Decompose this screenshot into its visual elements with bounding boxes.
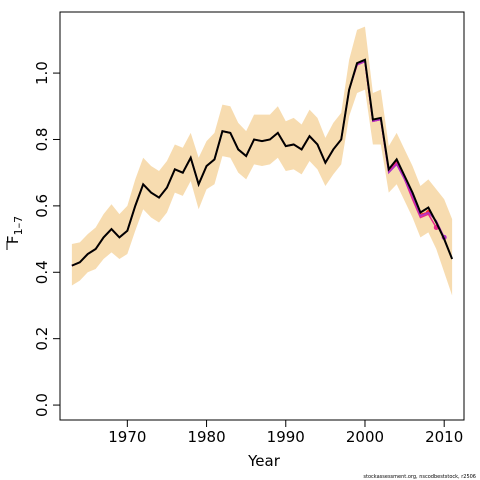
y-tick-label: 0.8 — [33, 128, 51, 152]
y-label-main: F — [4, 235, 22, 244]
x-tick-label: 1980 — [187, 428, 225, 446]
plot-frame — [59, 11, 465, 421]
x-tick-label: 1990 — [267, 428, 305, 446]
y-tick-label: 0.4 — [33, 260, 51, 284]
x-tick-label: 2010 — [425, 428, 463, 446]
y-axis-label: F1–7 — [4, 216, 25, 250]
y-label-sub: 1–7 — [12, 216, 25, 236]
y-tick-label: 0.0 — [33, 393, 51, 417]
series-line — [71, 58, 454, 267]
y-tick-label: 1.0 — [33, 61, 51, 85]
x-axis-label: Year — [247, 452, 281, 470]
confidence-band — [71, 26, 453, 296]
x-tick-label: 1970 — [108, 428, 146, 446]
y-tick-label: 0.6 — [33, 194, 51, 218]
x-tick-label: 2000 — [346, 428, 384, 446]
y-tick-label: 0.2 — [33, 327, 51, 351]
footnote: stockassessment.org, nscodbeststock, r25… — [363, 474, 476, 480]
y-axis-label-text: F1–7 — [4, 216, 25, 244]
